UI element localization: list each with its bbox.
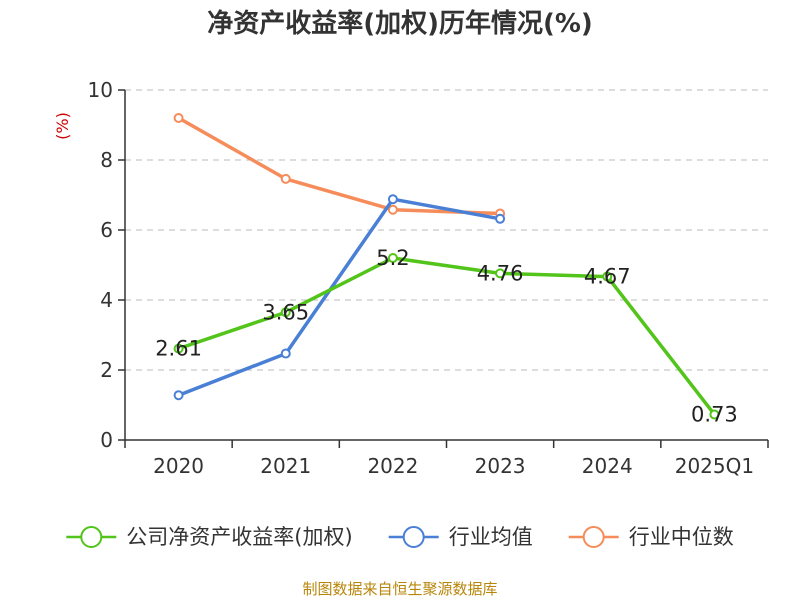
- data-label: 0.73: [691, 402, 738, 426]
- data-point[interactable]: [173, 113, 184, 123]
- data-point[interactable]: [495, 268, 506, 279]
- data-label: 3.65: [262, 300, 309, 324]
- legend-label: 行业中位数: [629, 525, 734, 549]
- series-line: [177, 197, 501, 397]
- data-source-note: 制图数据来自恒生聚源数据库: [302, 580, 497, 598]
- series-line: [177, 116, 501, 216]
- data-point[interactable]: [280, 307, 291, 318]
- data-point[interactable]: [495, 213, 506, 224]
- legend-label: 公司净资产收益率(加权): [126, 525, 352, 549]
- legend-label: 行业均值: [449, 525, 533, 549]
- x-tick-label: 2022: [367, 454, 418, 478]
- x-tick-label: 2025Q1: [675, 454, 754, 478]
- data-point[interactable]: [173, 343, 184, 354]
- data-point[interactable]: [173, 390, 184, 401]
- legend-item[interactable]: 行业均值: [388, 525, 533, 549]
- axes: 0 2 4 6 8 10 2020 2021 2022 2023 2024 2025Q1: [88, 78, 769, 478]
- y-tick-label: 2: [100, 358, 113, 382]
- data-point[interactable]: [387, 253, 398, 263]
- x-tick-label: 2023: [475, 454, 526, 478]
- data-point[interactable]: [280, 173, 291, 184]
- series-line: [178, 256, 716, 416]
- legend-circle-marker: [80, 526, 103, 548]
- data-labels: 2.61 3.65 5.2 4.76 4.67 0.73: [155, 246, 738, 426]
- data-point[interactable]: [387, 204, 398, 215]
- y-tick-label: 0: [100, 428, 113, 452]
- data-label: 2.61: [155, 337, 202, 361]
- y-tick-label: 10: [88, 78, 113, 102]
- y-tick-label: 6: [100, 218, 113, 242]
- data-label: 5.2: [376, 246, 409, 270]
- legend-circle-marker: [582, 526, 605, 548]
- data-point[interactable]: [602, 271, 613, 282]
- y-tick-label: 8: [100, 148, 113, 172]
- legend-item[interactable]: 行业中位数: [568, 525, 734, 549]
- data-point[interactable]: [280, 348, 291, 359]
- data-point[interactable]: [709, 409, 720, 420]
- x-tick-label: 2024: [582, 454, 633, 478]
- data-label: 4.76: [477, 261, 524, 285]
- legend-item[interactable]: 公司净资产收益率(加权): [66, 525, 353, 549]
- legend: 公司净资产收益率(加权) 行业均值 行业中位数: [66, 525, 734, 549]
- y-tick-label: 4: [100, 288, 113, 312]
- x-tick-label: 2021: [260, 454, 311, 478]
- y-axis-unit-label: (%): [53, 112, 72, 140]
- x-tick-label: 2020: [153, 454, 204, 478]
- data-label: 4.67: [584, 265, 631, 289]
- data-point[interactable]: [387, 194, 398, 205]
- grid-lines: [125, 89, 768, 371]
- chart-title: 净资产收益率(加权)历年情况(%): [207, 8, 593, 39]
- series-lines: [173, 113, 720, 420]
- legend-circle-marker: [402, 526, 425, 548]
